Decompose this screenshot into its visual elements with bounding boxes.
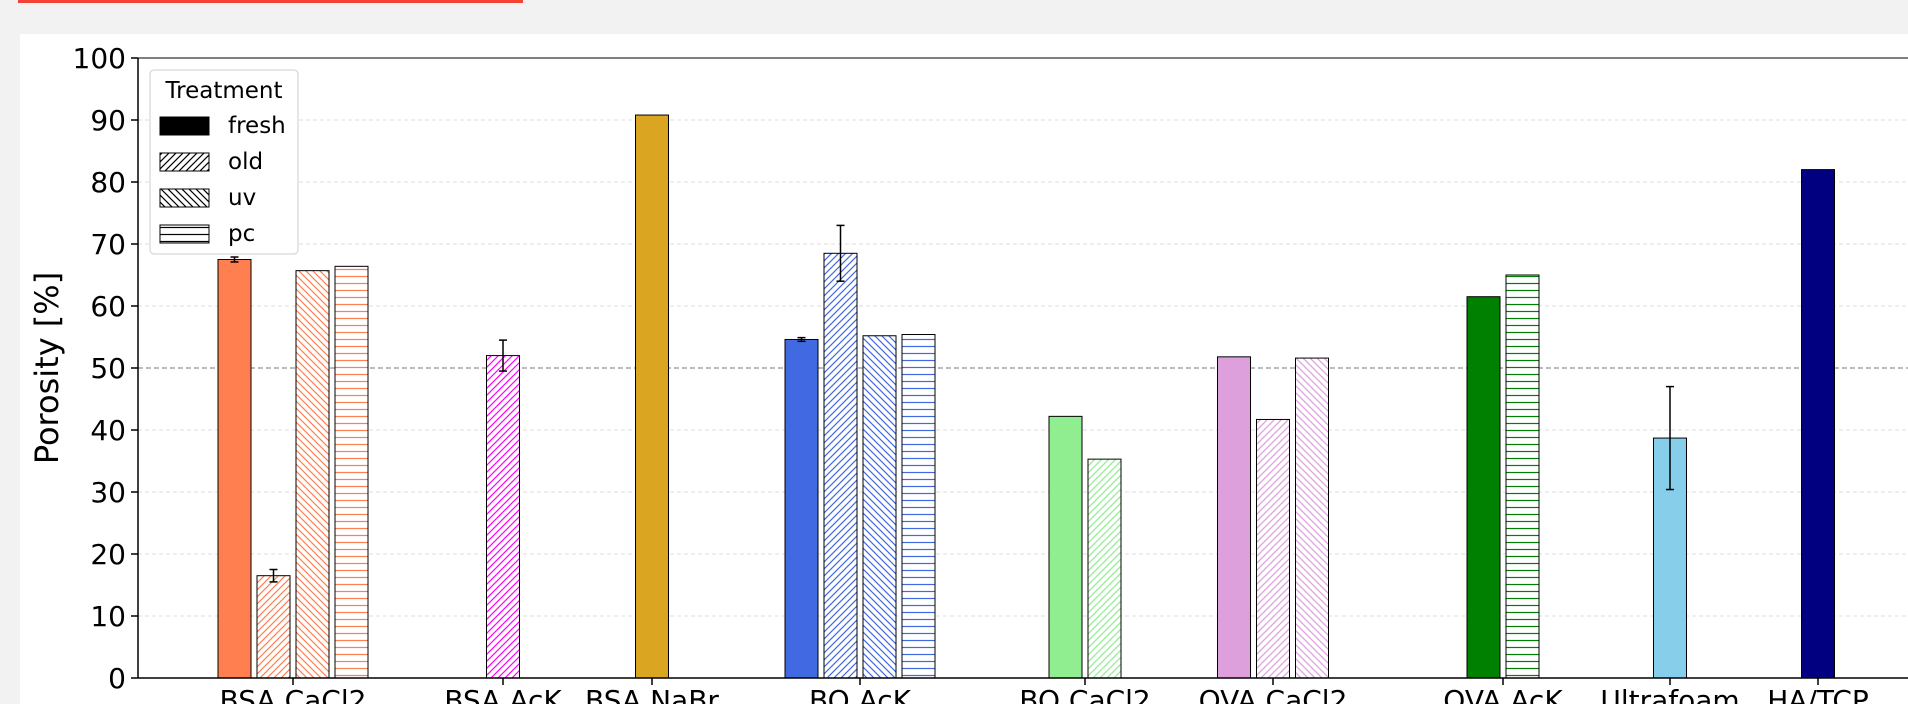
- x-tick-label: OVA AcK: [1443, 684, 1563, 704]
- legend: Treatment fresh old uv pc: [149, 69, 299, 255]
- legend-swatch-pc: [159, 224, 210, 244]
- y-tick-label: 0: [108, 662, 126, 695]
- bar-bsa-nabr-fresh: [635, 114, 669, 679]
- legend-title: Treatment: [164, 78, 282, 104]
- legend-swatch-uv: [159, 188, 210, 208]
- bar-bsa-cacl2-pc: [334, 265, 369, 679]
- legend-label-uv: uv: [228, 185, 256, 211]
- y-tick-label: 50: [90, 352, 126, 385]
- x-tick-label: BO AcK: [809, 684, 912, 704]
- bar-bo-cacl2-fresh: [1048, 415, 1083, 679]
- y-tick-label: 60: [90, 290, 126, 323]
- y-tick-label: 40: [90, 414, 126, 447]
- bar-bsa-cacl2-fresh: [217, 259, 252, 679]
- bar-bo-ack-pc: [901, 334, 936, 679]
- x-tick-label: BSA NaBr: [585, 684, 719, 704]
- bar-bo-ack-uv: [862, 335, 897, 679]
- y-tick-label: 80: [90, 166, 126, 199]
- x-tick-label: OVA CaCl2: [1199, 684, 1348, 704]
- legend-box: [149, 69, 299, 255]
- x-tick-label: BO CaCl2: [1019, 684, 1151, 704]
- bar-bsa-ack-old: [486, 355, 520, 679]
- x-tick-label: HA/TCP: [1767, 684, 1869, 704]
- y-tick-label: 20: [90, 538, 126, 571]
- legend-label-fresh: fresh: [228, 113, 286, 139]
- legend-label-old: old: [228, 149, 263, 175]
- x-tick-label: BSA AcK: [444, 684, 562, 704]
- x-tick-label: Ultrafoam: [1600, 684, 1739, 704]
- y-tick-label: 30: [90, 476, 126, 509]
- y-axis-title: Porosity [%]: [28, 272, 66, 464]
- bar-ova-cacl2-uv: [1295, 357, 1329, 679]
- top-accent-bar: [18, 0, 523, 3]
- bar-ova-cacl2-old: [1256, 418, 1290, 679]
- grid-lines: [138, 57, 1908, 679]
- y-tick-label: 90: [90, 104, 126, 137]
- legend-swatch-old: [159, 152, 210, 172]
- bar-bo-ack-fresh: [784, 338, 819, 679]
- legend-swatch-fresh: [159, 116, 210, 136]
- bar-bsa-cacl2-uv: [295, 270, 330, 679]
- bar-bo-ack-old: [823, 252, 858, 679]
- bar-ova-ack-fresh: [1466, 296, 1501, 679]
- bar-bo-cacl2-old: [1087, 458, 1122, 679]
- y-tick-label: 10: [90, 600, 126, 633]
- y-tick-label: 100: [73, 42, 126, 75]
- x-tick-label: BSA CaCl2: [220, 684, 367, 704]
- y-tick-label: 70: [90, 228, 126, 261]
- bar-ha-tcp-fresh: [1801, 169, 1835, 679]
- axes: BSA CaCl2 BSA AcK BSA NaBr BO AcK BO CaCl2 OV…: [28, 42, 1908, 704]
- bar-ova-ack-pc: [1505, 274, 1540, 679]
- bars: [217, 114, 1835, 679]
- legend-label-pc: pc: [228, 221, 255, 247]
- bar-ova-cacl2-fresh: [1217, 356, 1251, 679]
- bar-bsa-cacl2-old: [256, 575, 291, 679]
